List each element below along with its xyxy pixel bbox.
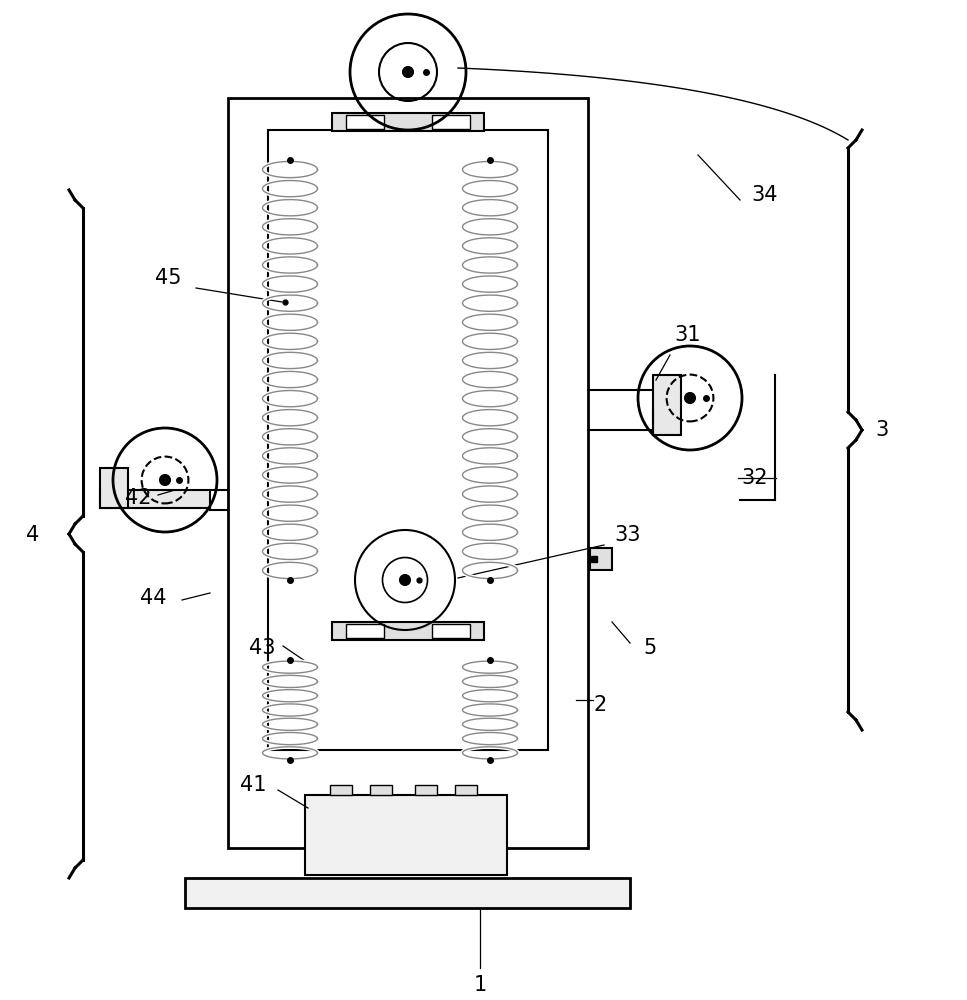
Text: 33: 33 bbox=[615, 525, 641, 545]
Bar bbox=[268, 130, 548, 750]
Bar bbox=[346, 115, 384, 129]
Text: 4: 4 bbox=[26, 525, 40, 545]
Bar bbox=[370, 785, 392, 795]
Bar bbox=[100, 468, 128, 508]
Bar bbox=[346, 624, 384, 638]
Bar bbox=[432, 624, 470, 638]
Text: 41: 41 bbox=[240, 775, 266, 795]
Circle shape bbox=[403, 67, 413, 77]
Bar bbox=[653, 375, 681, 435]
Text: 31: 31 bbox=[675, 325, 701, 345]
Bar bbox=[332, 622, 484, 640]
Bar bbox=[330, 785, 352, 795]
Circle shape bbox=[685, 393, 695, 403]
Text: 3: 3 bbox=[875, 420, 889, 440]
Circle shape bbox=[400, 575, 410, 585]
Bar bbox=[228, 98, 588, 848]
Bar bbox=[590, 548, 612, 570]
Text: 2: 2 bbox=[594, 695, 606, 715]
Text: 32: 32 bbox=[742, 468, 768, 488]
Bar bbox=[185, 878, 630, 908]
Circle shape bbox=[160, 475, 170, 485]
Text: 1: 1 bbox=[474, 975, 486, 995]
Bar bbox=[305, 795, 507, 875]
Text: 34: 34 bbox=[751, 185, 778, 205]
Bar bbox=[415, 785, 437, 795]
Bar bbox=[455, 785, 477, 795]
Bar bbox=[432, 115, 470, 129]
Text: 43: 43 bbox=[249, 638, 276, 658]
Text: 44: 44 bbox=[140, 588, 166, 608]
Bar bbox=[332, 113, 484, 131]
Text: 45: 45 bbox=[155, 268, 181, 288]
Text: 5: 5 bbox=[643, 638, 657, 658]
Text: 42: 42 bbox=[125, 488, 151, 508]
Bar bbox=[100, 490, 210, 508]
